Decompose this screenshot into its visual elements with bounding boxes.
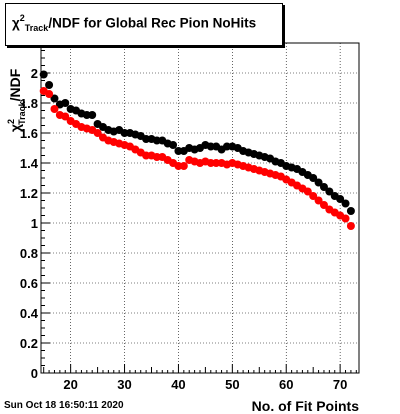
data-point — [309, 174, 318, 182]
title-rest: /NDF for Global Rec Pion NoHits — [48, 15, 257, 31]
x-tick-label: 70 — [333, 377, 347, 392]
plot-frame — [40, 42, 360, 374]
data-point — [341, 199, 350, 208]
title-box: χ2Track/NDF for Global Rec Pion NoHits — [5, 3, 283, 46]
data-point — [346, 222, 355, 230]
data-point — [61, 112, 70, 121]
data-point — [169, 141, 178, 149]
data-point — [45, 90, 54, 98]
x-tick-label: 60 — [279, 377, 293, 392]
x-tick-label: 50 — [225, 377, 239, 392]
x-tick-label: 40 — [171, 377, 185, 392]
series-1 — [39, 70, 355, 215]
y-label-rest: /NDF — [7, 68, 23, 101]
data-point — [336, 195, 345, 203]
data-point — [179, 162, 188, 170]
datestamp: Sun Oct 18 16:50:11 2020 — [4, 400, 124, 411]
title-superscript: 2 — [19, 13, 25, 23]
data-point — [346, 207, 355, 215]
data-point — [39, 70, 48, 79]
y-axis-label: χ2Track/NDF — [6, 68, 27, 132]
y-tick-label: 1.2 — [20, 186, 38, 201]
x-tick-label: 30 — [117, 377, 131, 392]
y-label-sub: Track — [17, 100, 27, 125]
axis-ticks: 20 30 40 50 60 70 0 0.2 0.4 0.6 0.8 1 1.2 1.4 1.6 1.8 2 — [20, 50, 357, 392]
data-point — [319, 201, 328, 209]
data-point — [88, 111, 97, 119]
data-point — [93, 129, 102, 137]
y-tick-label: 1.8 — [20, 96, 38, 111]
data-point — [325, 187, 334, 196]
y-tick-label: 0.2 — [20, 336, 38, 351]
y-tick-label: 1 — [31, 216, 38, 231]
y-tick-label: 1.6 — [20, 126, 38, 141]
grid-lines — [41, 43, 359, 374]
data-point — [50, 94, 59, 103]
data-point — [341, 214, 350, 223]
title-chi-symbol: χ — [12, 15, 20, 31]
y-tick-label: 2 — [31, 66, 38, 81]
data-point — [309, 192, 318, 200]
y-label-sup: 2 — [6, 119, 16, 124]
data-point — [319, 183, 328, 191]
data-point — [45, 81, 54, 89]
y-label-chi: χ — [7, 124, 23, 132]
data-point — [61, 99, 70, 107]
x-axis-label: No. of Fit Points — [252, 398, 360, 414]
y-tick-label: 0 — [31, 366, 38, 381]
data-point — [314, 196, 323, 205]
y-tick-label: 0.8 — [20, 246, 38, 261]
y-tick-label: 1.4 — [20, 156, 39, 171]
title-subscript: Track — [24, 23, 49, 34]
series-2 — [39, 87, 355, 230]
data-markers — [39, 70, 355, 230]
y-tick-label: 0.4 — [20, 306, 39, 321]
chart-title: χ2Track/NDF for Global Rec Pion NoHits — [12, 13, 257, 34]
y-tick-label: 0.6 — [20, 276, 38, 291]
data-point — [50, 105, 59, 113]
x-tick-label: 20 — [63, 377, 77, 392]
data-point — [314, 178, 323, 187]
data-point — [303, 187, 312, 196]
